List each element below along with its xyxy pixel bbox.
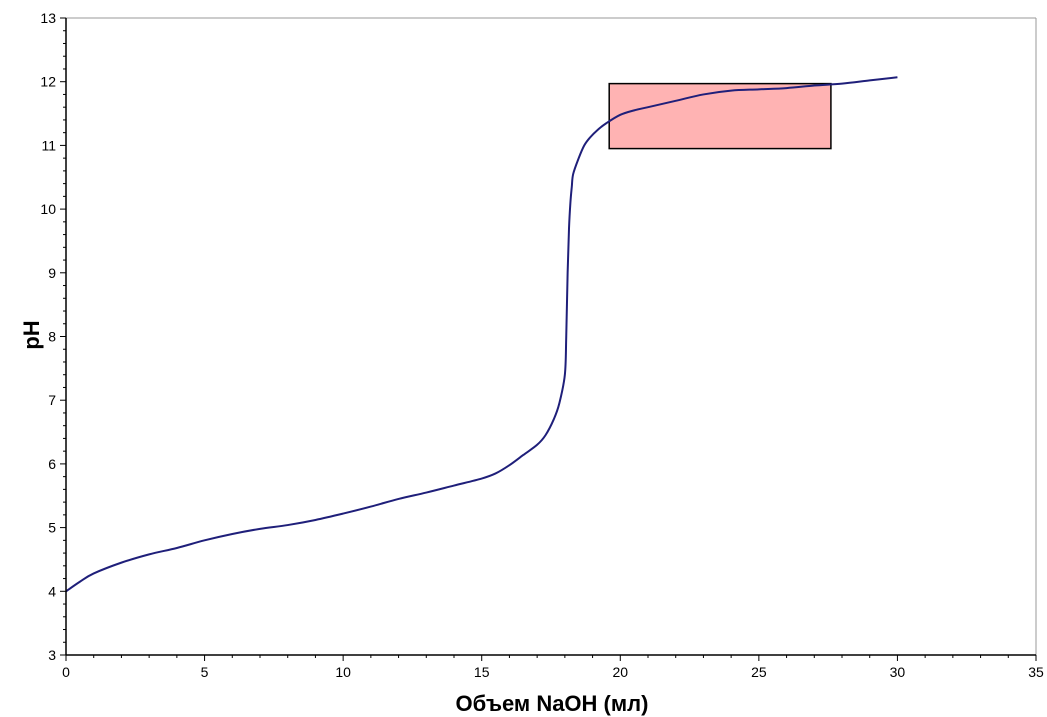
plot-area	[65, 76, 898, 593]
y-tick-label: 12	[40, 74, 56, 90]
series-line	[65, 76, 898, 593]
y-tick-label: 5	[48, 520, 56, 536]
x-axis-title: Объем NaOH (мл)	[456, 691, 649, 716]
y-tick-label: 4	[48, 583, 56, 599]
x-tick-label: 25	[751, 664, 767, 680]
y-tick-label: 7	[48, 392, 56, 408]
x-tick-label: 15	[474, 664, 490, 680]
y-axis-title: pH	[19, 320, 44, 349]
y-tick-label: 8	[48, 329, 56, 345]
axes: 0 5 10 15 20 25 30 35 3 4 5 6 7 8 9 10 11 12 13	[40, 10, 1044, 680]
y-tick-label: 6	[48, 456, 56, 472]
x-tick-label: 30	[890, 664, 906, 680]
x-tick-label: 10	[335, 664, 351, 680]
x-tick-label: 5	[201, 664, 209, 680]
y-tick-label: 3	[48, 647, 56, 663]
x-tick-label: 0	[62, 664, 70, 680]
y-tick-label: 9	[48, 265, 56, 281]
x-tick-label: 20	[612, 664, 628, 680]
y-tick-label: 10	[40, 201, 56, 217]
highlight-rect	[608, 82, 832, 150]
x-tick-label: 35	[1028, 664, 1044, 680]
y-tick-label: 13	[40, 10, 56, 26]
y-tick-label: 11	[41, 137, 56, 153]
